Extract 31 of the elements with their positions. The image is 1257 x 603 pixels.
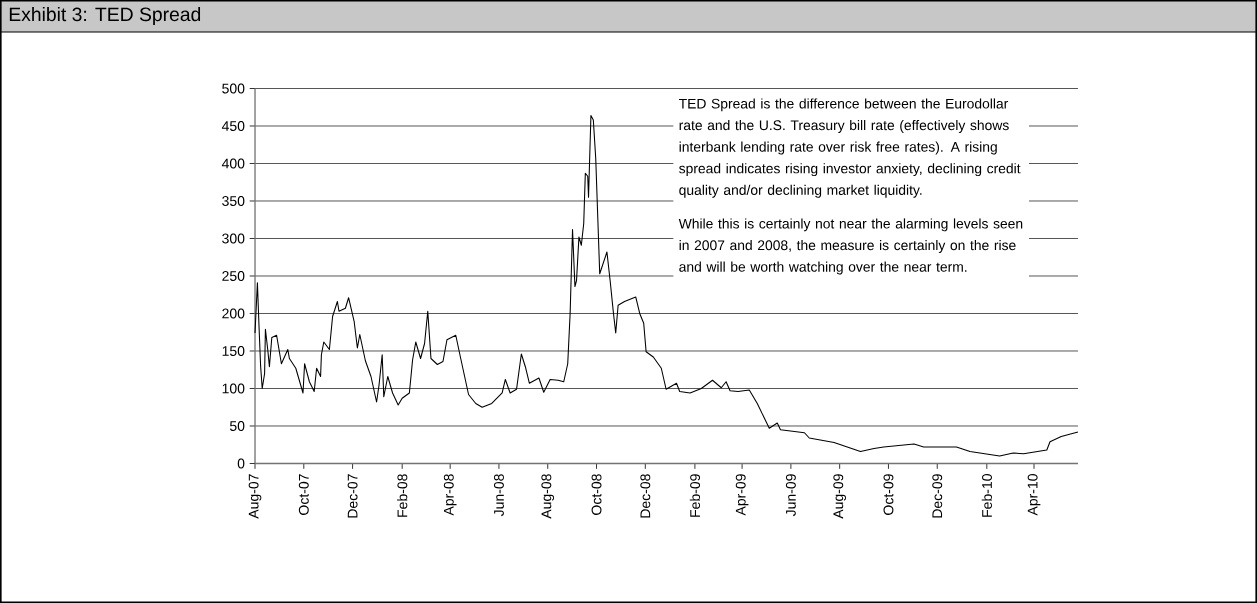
y-tick-label: 200	[222, 308, 245, 319]
chart-title: Exhibit 3: TED Spread	[9, 6, 201, 25]
x-tick-label: Apr-09	[735, 474, 749, 516]
x-tick-label: Apr-08	[443, 474, 457, 516]
x-tick-label: Feb-09	[689, 474, 701, 517]
y-tick-label: 100	[222, 383, 245, 394]
x-tick-label: Oct-07	[298, 474, 309, 515]
x-tick-label: Dec-08	[640, 474, 651, 518]
y-tick-label: 500	[222, 83, 245, 94]
y-tick-label: 300	[222, 233, 245, 244]
x-tick-label: Aug-07	[248, 474, 262, 519]
y-tick-label: 150	[222, 346, 245, 356]
x-tick-label: Feb-10	[981, 474, 992, 517]
annotation: While this is certainly not near the alarming levels seen in 2007 and 2008, the measure is certainly on the rise and will be worth watching over the near term.	[678, 218, 1023, 275]
x-tick-label: Dec-07	[347, 474, 358, 518]
y-tick-label: 450	[221, 121, 245, 131]
x-tick-label: Oct-08	[591, 474, 602, 515]
x-tick-label: Feb-08	[397, 474, 408, 517]
x-tick-label: Oct-09	[883, 474, 894, 515]
y-tick-label: 0	[237, 458, 245, 469]
x-tick-label: Apr-10	[1027, 474, 1041, 516]
y-tick-label: 400	[221, 158, 245, 169]
y-tick-label: 350	[222, 196, 245, 206]
x-tick-label: Dec-09	[932, 474, 943, 518]
x-tick-label: Aug-09	[833, 474, 846, 519]
x-tick-label: Jun-09	[785, 474, 796, 517]
y-tick-label: 50	[229, 421, 245, 431]
x-tick-label: Jun-08	[494, 474, 504, 517]
x-tick-label: Aug-08	[541, 474, 555, 519]
y-tick-label: 250	[222, 271, 245, 281]
annotation: TED Spread is the difference between the Eurodollar rate and the U.S. Treasury bill rate (effectively shows interbank lending rate over risk free rates). A rising spread indicates rising investor anxiety, declining credit quality and/or declining market liquidity.	[679, 98, 1021, 198]
